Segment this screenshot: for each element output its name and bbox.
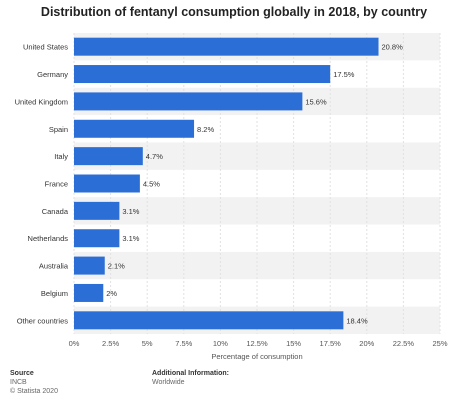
source-block: Source INCB © Statista 2020	[10, 369, 58, 396]
additional-info-block: Additional Information: Worldwide	[152, 369, 229, 387]
value-label: 3.1%	[122, 207, 139, 216]
category-label: United Kingdom	[15, 97, 68, 106]
value-label: 2%	[106, 289, 117, 298]
bar	[74, 229, 120, 248]
bar	[74, 92, 303, 111]
category-label: Netherlands	[28, 234, 69, 243]
x-tick-label: 22.5%	[393, 339, 415, 348]
bar	[74, 147, 143, 166]
x-tick-label: 25%	[432, 339, 447, 348]
value-label: 17.5%	[333, 70, 355, 79]
category-label: Italy	[54, 152, 68, 161]
category-label: France	[45, 180, 68, 189]
bar	[74, 283, 104, 302]
x-tick-label: 20%	[359, 339, 374, 348]
category-label: Canada	[42, 207, 69, 216]
source-value: INCB	[10, 379, 27, 386]
x-tick-label: 15%	[286, 339, 301, 348]
value-label: 4.7%	[146, 152, 163, 161]
x-tick-label: 5%	[142, 339, 153, 348]
x-tick-label: 10%	[213, 339, 228, 348]
category-label: Germany	[37, 70, 68, 79]
chart-title: Distribution of fentanyl consumption glo…	[40, 5, 428, 19]
value-label: 8.2%	[197, 125, 214, 134]
value-label: 20.8%	[382, 43, 404, 52]
category-label: United States	[23, 43, 68, 52]
bar	[74, 174, 140, 193]
additional-info-label: Additional Information:	[152, 370, 229, 377]
bar	[74, 201, 120, 220]
category-label: Spain	[49, 125, 68, 134]
additional-info-value: Worldwide	[152, 379, 185, 386]
category-label: Australia	[39, 262, 69, 271]
value-label: 2.1%	[108, 262, 125, 271]
copyright: © Statista 2020	[10, 388, 58, 395]
x-tick-label: 7.5%	[175, 339, 192, 348]
x-tick-label: 2.5%	[102, 339, 119, 348]
x-tick-label: 12.5%	[246, 339, 268, 348]
category-label: Belgium	[41, 289, 68, 298]
value-label: 18.4%	[346, 316, 368, 325]
bar	[74, 37, 379, 56]
x-axis-label: Percentage of consumption	[211, 352, 302, 361]
x-tick-label: 17.5%	[320, 339, 342, 348]
bar	[74, 311, 344, 330]
value-label: 3.1%	[122, 234, 139, 243]
value-label: 15.6%	[305, 97, 327, 106]
bar	[74, 119, 195, 138]
source-label: Source	[10, 370, 34, 377]
bar	[74, 256, 105, 275]
value-label: 4.5%	[143, 180, 160, 189]
bar	[74, 65, 331, 84]
category-label: Other countries	[17, 316, 69, 325]
x-tick-label: 0%	[69, 339, 80, 348]
